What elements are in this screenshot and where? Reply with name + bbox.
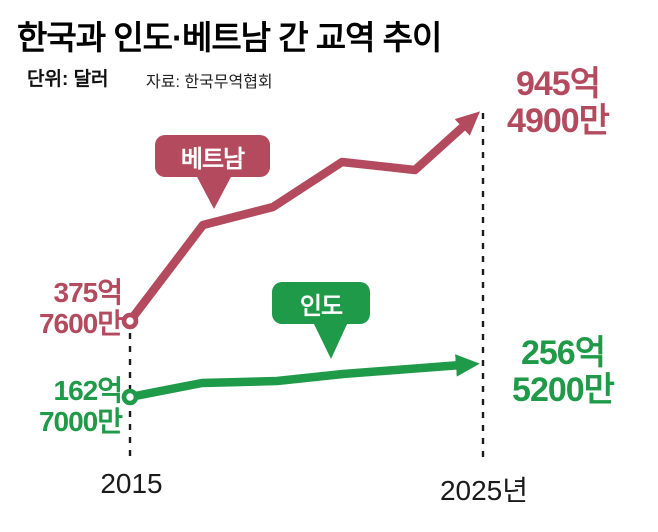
india-bubble-body [272, 282, 370, 324]
india-end-value: 256억 5200만 [492, 335, 634, 409]
vietnam-start-point [121, 312, 139, 330]
india-start-value-line2: 7000만 [38, 406, 123, 437]
india-start-value: 162억 7000만 [16, 375, 123, 437]
vietnam-bubble-body [155, 135, 270, 177]
india-end-value-line2: 5200만 [512, 371, 615, 409]
india-end-value-line1: 256억 [520, 334, 606, 372]
vietnam-end-value-line1: 945억 [515, 65, 601, 103]
source-label: 자료: 한국무역협회 [146, 74, 273, 91]
india-start-value-line1: 162억 [53, 375, 123, 406]
vietnam-series-label: 베트남 [180, 145, 245, 173]
vietnam-start-value: 375억 7600만 [16, 277, 123, 339]
india-series-line [129, 354, 480, 402]
india-label-bubble [272, 282, 370, 359]
chart-title: 한국과 인도·베트남 간 교역 추이 [17, 19, 442, 56]
vietnam-start-value-line2: 7600만 [38, 308, 123, 339]
india-start-point [121, 388, 139, 406]
vietnam-end-value-line2: 4900만 [507, 102, 610, 140]
vietnam-end-value: 945억 4900만 [488, 66, 628, 140]
india-series-label: 인도 [299, 292, 343, 320]
x-axis-tick-2015: 2015 [100, 468, 163, 499]
india-bubble-tail [313, 322, 348, 359]
vietnam-bubble-tail [196, 175, 232, 209]
unit-label: 단위: 달러 [27, 69, 109, 90]
vietnam-label-bubble [155, 135, 270, 209]
vietnam-series-line [126, 111, 481, 324]
vietnam-start-value-line1: 375억 [53, 277, 123, 308]
x-axis-tick-2025: 2025년 [439, 475, 529, 506]
